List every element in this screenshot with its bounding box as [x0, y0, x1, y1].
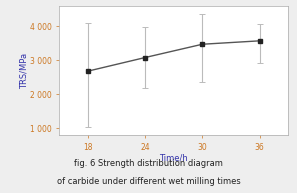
X-axis label: Time/h: Time/h: [159, 153, 188, 162]
Text: of carbide under different wet milling times: of carbide under different wet milling t…: [57, 177, 240, 186]
Text: fig. 6 Strength distribution diagram: fig. 6 Strength distribution diagram: [74, 159, 223, 168]
Y-axis label: TRS/MPa: TRS/MPa: [20, 52, 29, 89]
